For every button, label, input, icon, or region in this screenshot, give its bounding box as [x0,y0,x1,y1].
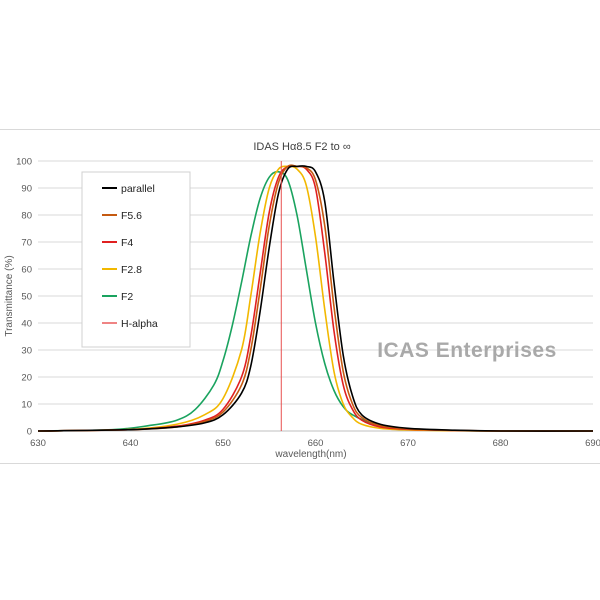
chart-title: IDAS Hα8.5 F2 to ∞ [253,141,350,153]
y-tick-label: 100 [16,157,32,168]
legend-label-f5-6: F5.6 [121,210,142,222]
legend-label-h-alpha: H-alpha [121,318,158,330]
y-tick-label: 40 [21,319,32,330]
x-tick-label: 640 [123,438,139,449]
y-tick-label: 30 [21,346,32,357]
y-tick-label: 80 [21,211,32,222]
legend-label-parallel: parallel [121,183,155,195]
series-line-f2-8 [37,165,594,432]
data-series [37,164,594,432]
legend: parallel F5.6 F4 F2.8 F2 H-alpha [81,171,191,348]
x-axis-label: wavelength(nm) [274,449,346,460]
legend-box [81,171,191,348]
x-tick-label: 680 [493,438,509,449]
y-tick-label: 10 [21,400,32,411]
legend-label-f2-8: F2.8 [121,264,142,276]
y-tick-label: 70 [21,238,32,249]
x-tick-label: 630 [30,438,46,449]
x-tick-label: 690 [585,438,600,449]
x-tick-label: 660 [308,438,324,449]
transmittance-chart: 0 10 20 30 40 50 60 70 80 90 100 630 640 650 660 670 68… [4,141,600,460]
series-line-parallel [37,165,594,432]
watermark-text: ICAS Enterprises [377,339,557,362]
x-tick-label: 650 [215,438,231,449]
y-tick-label: 50 [21,292,32,303]
chart-frame: 0 10 20 30 40 50 60 70 80 90 100 630 640 650 660 670 68… [0,129,600,464]
y-tick-label: 0 [27,427,32,438]
y-tick-label: 90 [21,184,32,195]
y-tick-label: 60 [21,265,32,276]
y-axis-label: Transmittance (%) [4,255,15,336]
y-tick-label: 20 [21,373,32,384]
y-axis-ticks: 0 10 20 30 40 50 60 70 80 90 100 [16,157,32,438]
x-tick-label: 670 [400,438,416,449]
x-axis-ticks: 630 640 650 660 670 680 690 [30,438,600,449]
legend-label-f4: F4 [121,237,133,249]
legend-label-f2: F2 [121,291,133,303]
